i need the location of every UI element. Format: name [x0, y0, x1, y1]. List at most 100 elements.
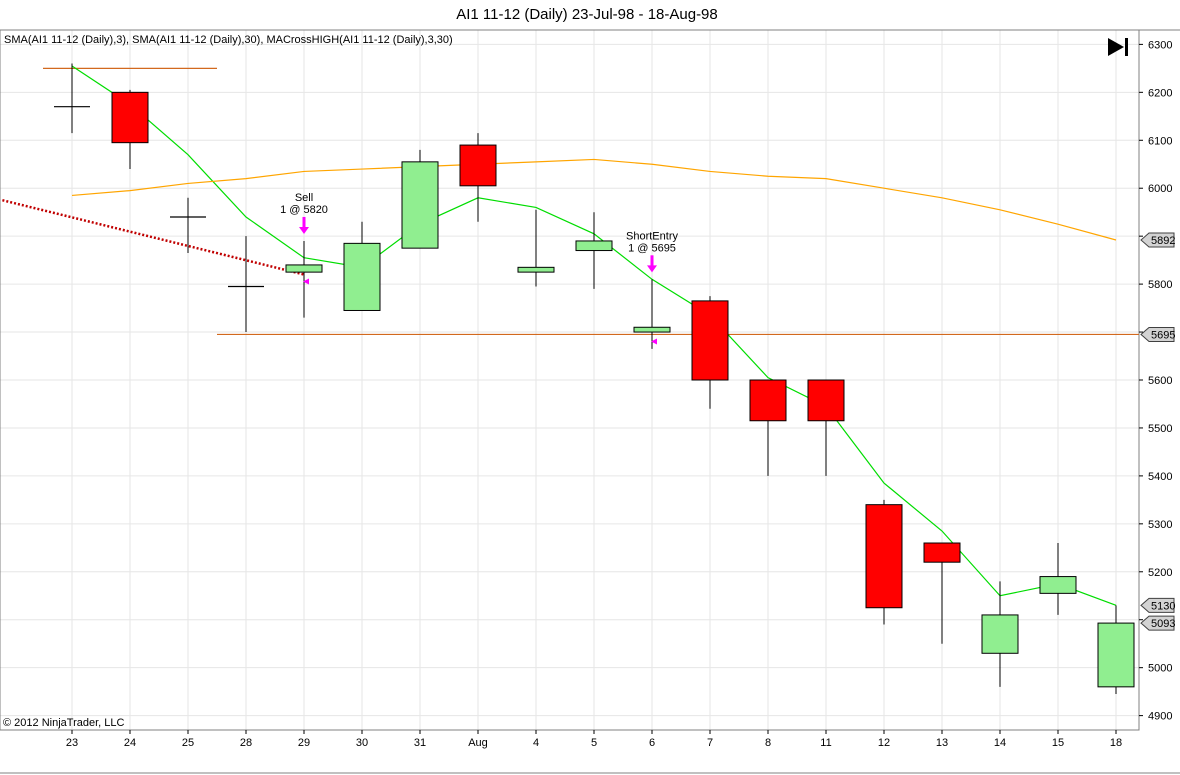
grid: [0, 30, 1139, 730]
candle-body: [343, 242, 381, 311]
candle: [575, 212, 613, 289]
y-tick-label: 4900: [1148, 711, 1172, 723]
x-tick-label: 18: [1110, 737, 1122, 749]
candle: [170, 197, 206, 253]
x-tick-label: 12: [878, 737, 890, 749]
trade-label-name: ShortEntry: [626, 230, 678, 242]
candle: [228, 236, 264, 333]
chart-title: AI1 11-12 (Daily) 23-Jul-98 - 18-Aug-98: [456, 6, 718, 23]
candle: [285, 240, 323, 318]
candle-body: [1039, 576, 1077, 594]
price-label-box: [1140, 326, 1175, 342]
x-tick-label: 31: [414, 737, 426, 749]
price-label-text: 5695: [1151, 329, 1175, 341]
x-tick-label: 8: [765, 737, 771, 749]
candle: [111, 89, 149, 170]
y-tick-label: 6300: [1148, 39, 1172, 51]
x-tick-label: 24: [124, 737, 136, 749]
candle-body: [1097, 622, 1135, 688]
candle-body: [749, 379, 787, 422]
x-tick-label: 14: [994, 737, 1006, 749]
x-tick-label: 25: [182, 737, 194, 749]
candle-body: [865, 504, 903, 609]
x-tick-label: 28: [240, 737, 252, 749]
candle: [923, 542, 961, 644]
candle-body: [575, 240, 613, 252]
candle-body: [981, 614, 1019, 654]
down-arrow-head-icon: [647, 265, 657, 273]
y-tick-label: 5400: [1148, 471, 1172, 483]
x-tick-label: 6: [649, 737, 655, 749]
candle-body: [517, 266, 555, 273]
y-tick-label: 6200: [1148, 87, 1172, 99]
down-arrow-head-icon: [299, 226, 309, 234]
candle: [1097, 605, 1135, 695]
candle-body: [401, 161, 439, 249]
trade-label-price: 1 @ 5695: [628, 242, 676, 254]
sma-30-line: [71, 158, 1117, 241]
x-tick-label: 7: [707, 737, 713, 749]
skip-to-end-icon[interactable]: [1108, 38, 1128, 56]
candle-body: [285, 264, 323, 273]
candle: [749, 379, 787, 476]
price-label-box: [1140, 597, 1175, 613]
y-tick-label: 6100: [1148, 135, 1172, 147]
x-tick-label: 11: [820, 737, 831, 749]
x-axis: 23 24 25 28 29 30 31 Aug 4 5 6 7 8 11 12 13 14 15 18: [66, 730, 1122, 749]
price-label-box: [1140, 615, 1175, 631]
y-tick-label: 5500: [1148, 423, 1172, 435]
x-tick-label: 23: [66, 737, 78, 749]
y-tick-label: 5000: [1148, 663, 1172, 675]
price-label: 5892: [1140, 232, 1175, 248]
price-label: 5130: [1140, 597, 1175, 613]
price-label-text: 5130: [1151, 600, 1175, 612]
candle: [691, 296, 729, 409]
candle-body: [111, 91, 149, 144]
y-tick-label: 5200: [1148, 567, 1172, 579]
x-tick-label: 29: [298, 737, 310, 749]
y-tick-label: 5300: [1148, 519, 1172, 531]
candle-body: [459, 144, 497, 187]
price-label-text: 5892: [1151, 235, 1175, 247]
candle: [343, 221, 381, 311]
x-tick-label: Aug: [468, 737, 488, 749]
candle: [401, 149, 439, 249]
price-label-box: [1140, 232, 1175, 248]
candle: [1039, 543, 1077, 615]
trade-label-price: 1 @ 5820: [280, 204, 328, 216]
candle-body: [923, 542, 961, 563]
candle: [459, 133, 497, 222]
copyright-text: © 2012 NinjaTrader, LLC: [3, 717, 124, 729]
candle: [517, 209, 555, 287]
candle: [633, 279, 671, 349]
x-tick-label: 30: [356, 737, 368, 749]
candle: [865, 499, 903, 625]
y-axis: 4900500051005200530054005500560057005800…: [1139, 39, 1175, 723]
candle: [981, 581, 1019, 687]
entry-marker-icon: [651, 338, 657, 345]
price-label-text: 5093: [1151, 618, 1175, 630]
candle-body: [633, 326, 671, 333]
price-label: 5093: [1140, 615, 1175, 631]
x-tick-label: 5: [591, 737, 597, 749]
x-tick-label: 4: [533, 737, 539, 749]
x-tick-label: 15: [1052, 737, 1064, 749]
candle-body: [807, 379, 845, 422]
trade-label-name: Sell: [295, 192, 313, 204]
candles: [54, 63, 1135, 695]
entry-marker-icon: [303, 278, 309, 285]
y-tick-label: 5800: [1148, 279, 1172, 291]
y-tick-label: 5600: [1148, 375, 1172, 387]
y-tick-label: 6000: [1148, 183, 1172, 195]
candle-body: [691, 300, 729, 381]
x-tick-label: 13: [936, 737, 948, 749]
indicator-legend: SMA(AI1 11-12 (Daily),3), SMA(AI1 11-12 …: [4, 34, 453, 46]
candle: [807, 379, 845, 476]
candle: [54, 63, 90, 134]
price-label: 5695: [1140, 326, 1175, 342]
